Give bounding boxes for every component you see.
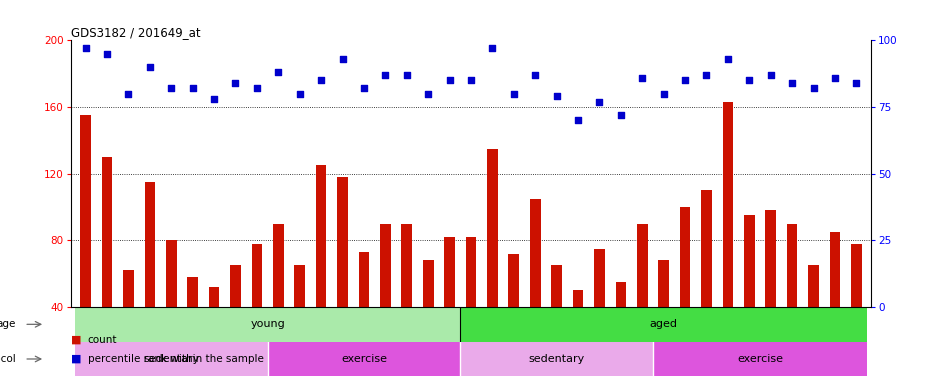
- Bar: [401, 223, 412, 307]
- Point: [78, 45, 93, 51]
- Bar: [637, 223, 648, 307]
- Point: [528, 72, 543, 78]
- Point: [699, 72, 714, 78]
- Bar: [487, 149, 497, 307]
- Point: [721, 56, 736, 62]
- Point: [677, 77, 692, 83]
- Bar: [445, 237, 455, 307]
- Bar: [658, 260, 669, 307]
- Bar: [166, 240, 177, 307]
- Text: young: young: [251, 319, 285, 329]
- Bar: [80, 115, 91, 307]
- Bar: [75, 307, 461, 342]
- Bar: [268, 342, 461, 376]
- Bar: [529, 199, 541, 307]
- Point: [250, 85, 265, 91]
- Point: [806, 85, 821, 91]
- Bar: [123, 270, 134, 307]
- Point: [635, 74, 650, 81]
- Bar: [187, 277, 198, 307]
- Bar: [102, 157, 112, 307]
- Point: [228, 80, 243, 86]
- Bar: [423, 260, 433, 307]
- Text: sedentary: sedentary: [143, 354, 200, 364]
- Point: [121, 91, 136, 97]
- Bar: [787, 223, 798, 307]
- Point: [592, 99, 607, 105]
- Point: [849, 80, 864, 86]
- Point: [270, 69, 285, 75]
- Bar: [851, 244, 862, 307]
- Point: [186, 85, 201, 91]
- Bar: [337, 177, 348, 307]
- Bar: [830, 232, 840, 307]
- Point: [785, 80, 800, 86]
- Bar: [509, 254, 519, 307]
- Point: [571, 117, 586, 123]
- Bar: [316, 166, 327, 307]
- Point: [657, 91, 672, 97]
- Bar: [723, 102, 733, 307]
- Bar: [573, 290, 583, 307]
- Bar: [144, 182, 155, 307]
- Bar: [680, 207, 690, 307]
- Bar: [380, 223, 391, 307]
- Bar: [461, 342, 653, 376]
- Point: [356, 85, 371, 91]
- Text: GDS3182 / 201649_at: GDS3182 / 201649_at: [71, 26, 201, 39]
- Text: ■: ■: [71, 335, 81, 345]
- Point: [292, 91, 307, 97]
- Text: percentile rank within the sample: percentile rank within the sample: [88, 354, 264, 364]
- Point: [142, 64, 157, 70]
- Point: [399, 72, 414, 78]
- Bar: [551, 265, 562, 307]
- Point: [485, 45, 500, 51]
- Bar: [209, 287, 219, 307]
- Point: [442, 77, 457, 83]
- Text: sedentary: sedentary: [528, 354, 585, 364]
- Bar: [294, 265, 305, 307]
- Text: aged: aged: [650, 319, 677, 329]
- Bar: [465, 237, 477, 307]
- Bar: [252, 244, 262, 307]
- Bar: [461, 307, 867, 342]
- Bar: [359, 252, 369, 307]
- Text: ■: ■: [71, 354, 81, 364]
- Point: [763, 72, 778, 78]
- Bar: [273, 223, 284, 307]
- Bar: [765, 210, 776, 307]
- Point: [314, 77, 329, 83]
- Text: protocol: protocol: [0, 354, 16, 364]
- Bar: [594, 249, 605, 307]
- Point: [463, 77, 479, 83]
- Bar: [615, 282, 626, 307]
- Point: [100, 51, 115, 57]
- Bar: [701, 190, 712, 307]
- Bar: [808, 265, 819, 307]
- Bar: [75, 342, 268, 376]
- Bar: [744, 215, 755, 307]
- Point: [827, 74, 842, 81]
- Bar: [230, 265, 241, 307]
- Bar: [653, 342, 867, 376]
- Text: exercise: exercise: [341, 354, 387, 364]
- Point: [164, 85, 179, 91]
- Point: [613, 112, 628, 118]
- Point: [335, 56, 350, 62]
- Text: count: count: [88, 335, 117, 345]
- Point: [506, 91, 521, 97]
- Point: [206, 96, 221, 102]
- Text: exercise: exercise: [737, 354, 783, 364]
- Point: [421, 91, 436, 97]
- Point: [741, 77, 756, 83]
- Text: age: age: [0, 319, 16, 329]
- Point: [549, 93, 564, 99]
- Point: [378, 72, 393, 78]
